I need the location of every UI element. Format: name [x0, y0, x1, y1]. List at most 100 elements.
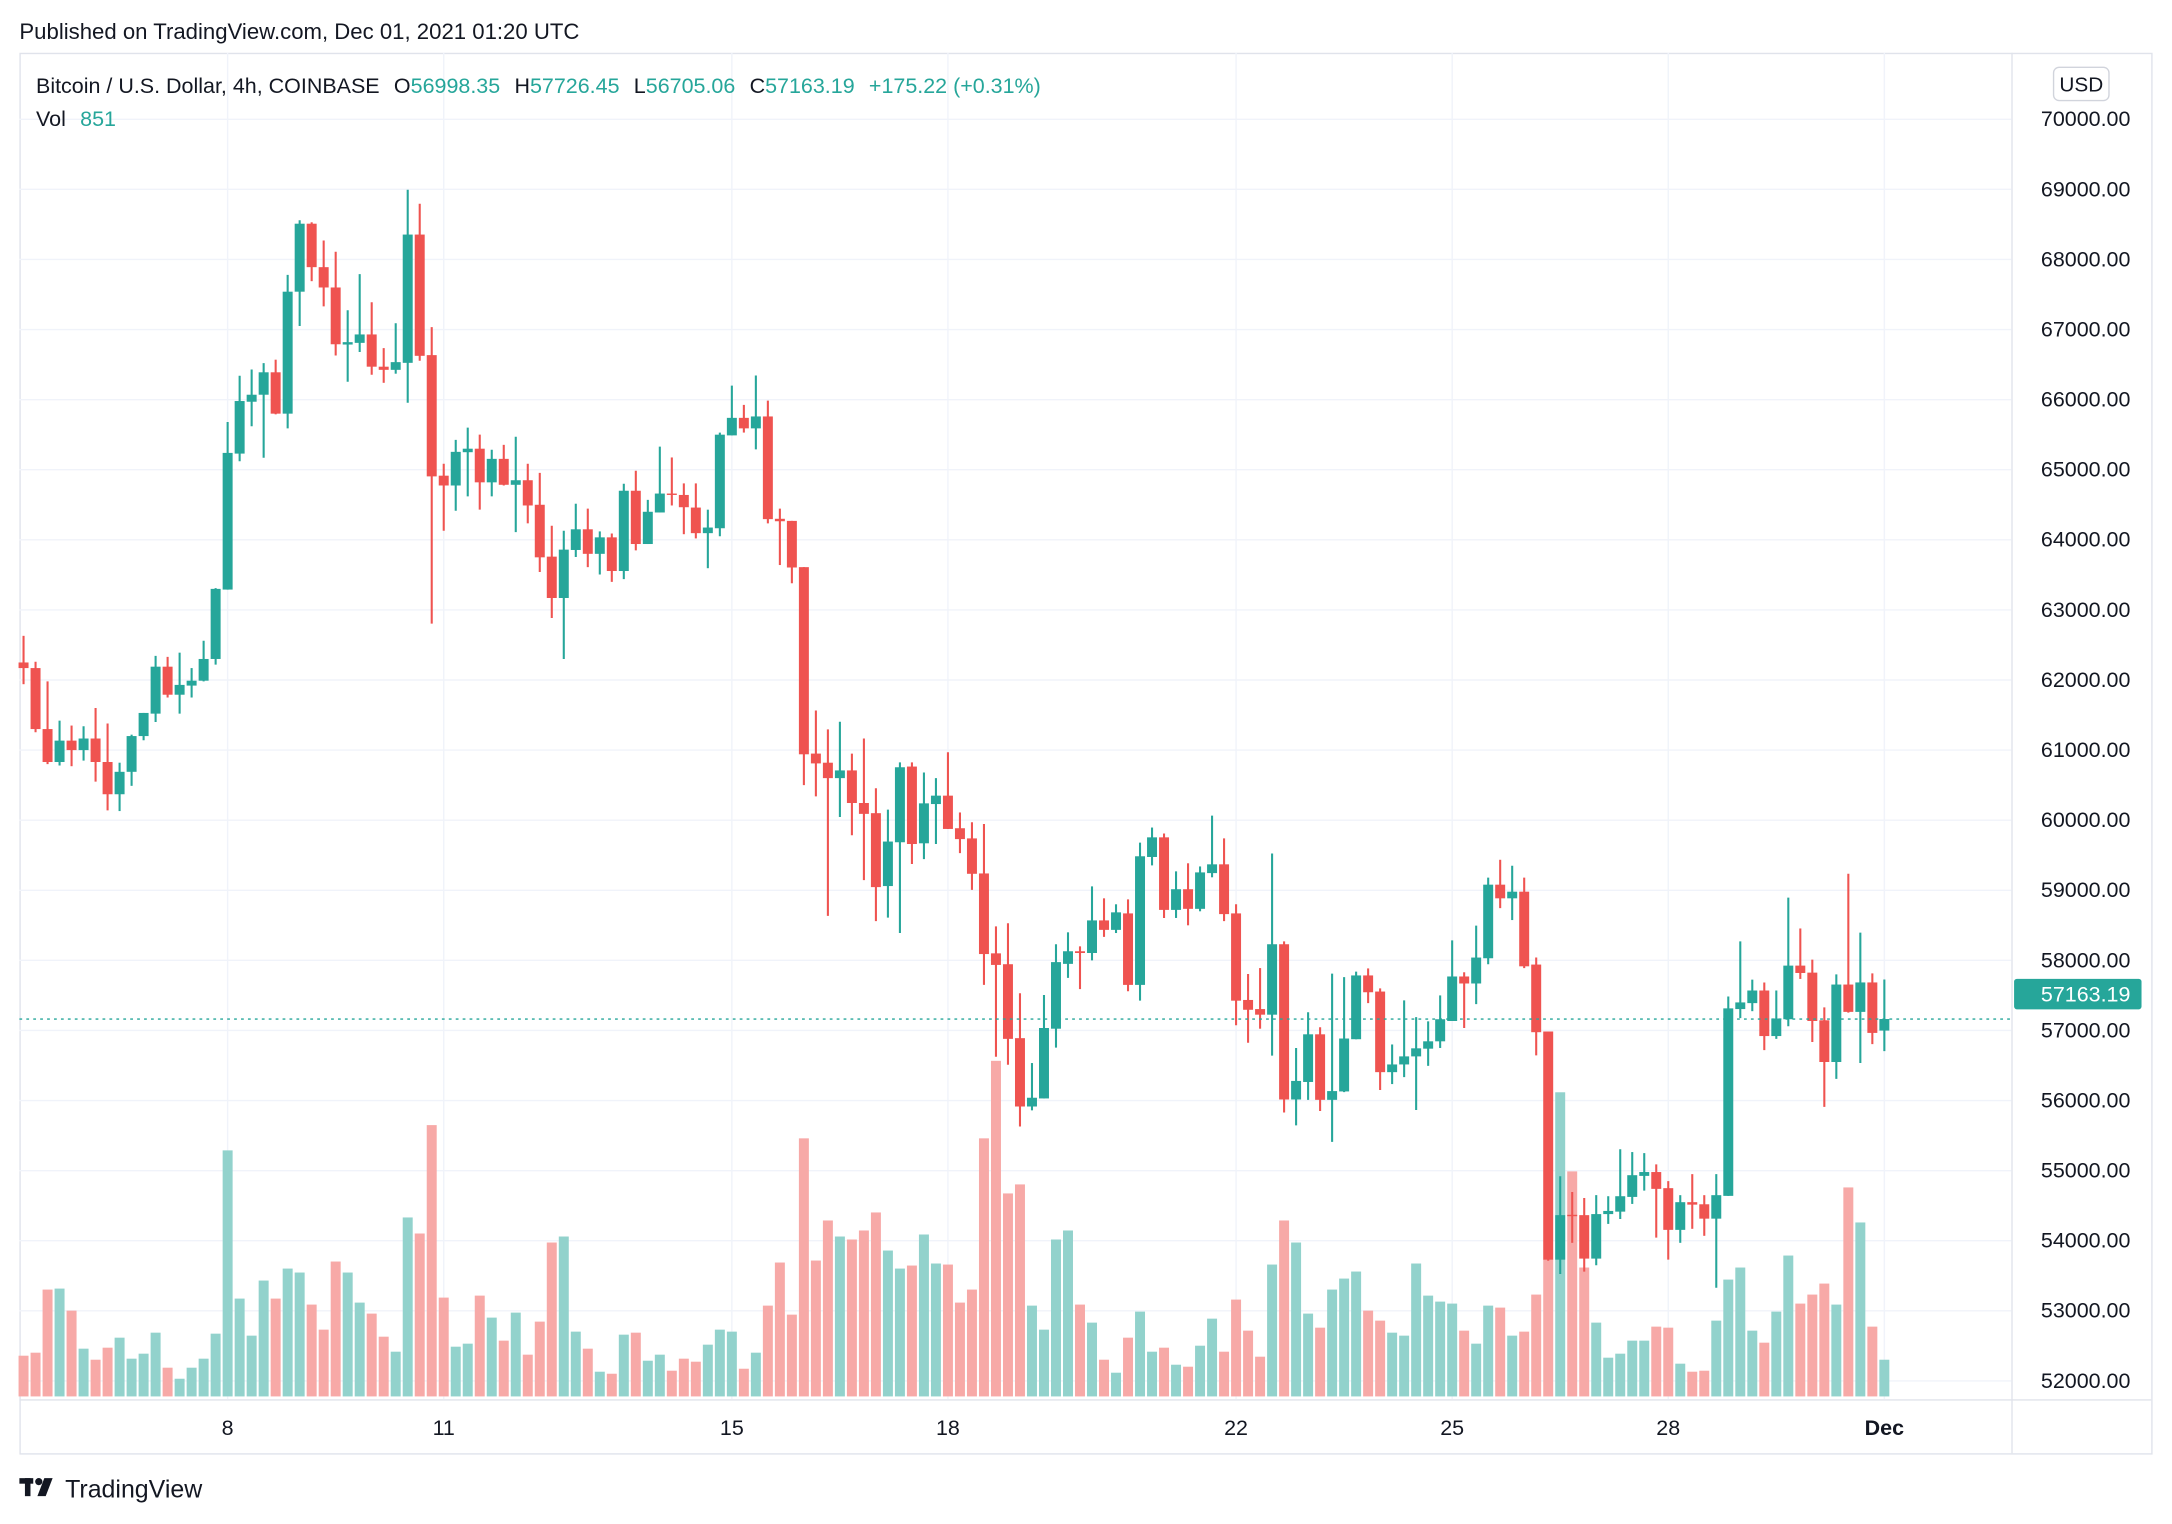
candle[interactable] [546, 525, 557, 618]
candle[interactable] [1315, 1027, 1326, 1112]
candle[interactable] [726, 385, 737, 436]
candle[interactable] [114, 762, 125, 812]
candle[interactable] [954, 812, 965, 854]
candle[interactable] [1735, 941, 1746, 1019]
candle[interactable] [54, 720, 65, 766]
candle[interactable] [198, 640, 209, 682]
candle[interactable] [1159, 833, 1170, 918]
candle[interactable] [1279, 941, 1290, 1113]
candle[interactable] [1843, 873, 1854, 1013]
candle[interactable] [738, 404, 749, 433]
candle[interactable] [1291, 1047, 1302, 1126]
candle[interactable] [1087, 886, 1097, 961]
candle[interactable] [870, 788, 881, 922]
candle[interactable] [1219, 838, 1230, 922]
candle[interactable] [342, 310, 353, 382]
candle[interactable] [1483, 877, 1494, 965]
candle[interactable] [1051, 944, 1061, 1048]
candle[interactable] [642, 499, 653, 545]
candle[interactable] [594, 531, 605, 575]
candle[interactable] [1627, 1152, 1638, 1204]
candle[interactable] [450, 439, 461, 511]
candle[interactable] [474, 434, 485, 510]
candle[interactable] [798, 567, 809, 786]
candle[interactable] [414, 203, 425, 361]
candle[interactable] [822, 729, 833, 916]
candle[interactable] [1831, 974, 1842, 1079]
candle[interactable] [762, 400, 773, 524]
candle[interactable] [1375, 988, 1386, 1091]
candle[interactable] [150, 655, 161, 723]
candle[interactable] [1819, 1007, 1830, 1107]
candle[interactable] [630, 470, 641, 551]
candle[interactable] [1615, 1149, 1626, 1219]
candle[interactable] [834, 721, 845, 818]
candle[interactable] [210, 588, 221, 665]
candle[interactable] [1471, 925, 1482, 1005]
candle[interactable] [486, 449, 497, 497]
candle[interactable] [1519, 877, 1530, 969]
candle[interactable] [714, 432, 725, 537]
price-axis[interactable]: 70000.00 69000.00 68000.00 67000.00 66000.00… [2041, 107, 2131, 1393]
currency-button[interactable]: USD [2052, 66, 2110, 102]
candle[interactable] [966, 822, 977, 890]
time-axis[interactable]: 8 11 15 18 22 25 28 Dec [222, 1416, 1904, 1440]
candle[interactable] [1038, 995, 1049, 1099]
candle[interactable] [1759, 982, 1770, 1051]
candle[interactable] [1411, 1017, 1422, 1111]
candle[interactable] [1867, 973, 1878, 1045]
candle[interactable] [1663, 1181, 1674, 1260]
candle[interactable] [318, 240, 329, 307]
candle[interactable] [1423, 1021, 1434, 1066]
candle[interactable] [462, 427, 473, 497]
candle[interactable] [1351, 971, 1362, 1040]
candle[interactable] [774, 508, 785, 566]
candle[interactable] [1879, 979, 1890, 1052]
candle[interactable] [42, 681, 53, 765]
candle[interactable] [1723, 996, 1734, 1196]
candle[interactable] [1531, 957, 1542, 1056]
candle[interactable] [1567, 1192, 1578, 1243]
currency-label[interactable]: USD [2059, 74, 2103, 97]
candle[interactable] [582, 508, 593, 568]
candle[interactable] [1026, 1063, 1037, 1111]
candle[interactable] [930, 778, 941, 845]
candle[interactable] [558, 530, 569, 659]
candle[interactable] [1591, 1195, 1602, 1266]
candle[interactable] [1243, 974, 1254, 1043]
candle[interactable] [102, 723, 113, 811]
candle[interactable] [1855, 932, 1866, 1064]
candle[interactable] [1123, 899, 1134, 992]
candle[interactable] [654, 446, 665, 513]
candle[interactable] [258, 363, 269, 458]
candle[interactable] [498, 444, 509, 486]
candle[interactable] [354, 274, 365, 352]
candle[interactable] [246, 369, 257, 427]
currency-button-box[interactable] [2052, 66, 2110, 102]
candle[interactable] [222, 422, 233, 590]
candle[interactable] [1099, 898, 1109, 937]
candle[interactable] [1135, 842, 1146, 1001]
candle[interactable] [1231, 904, 1242, 1026]
candle[interactable] [522, 463, 533, 524]
candle[interactable] [1543, 1031, 1554, 1261]
candle[interactable] [786, 520, 797, 584]
candle[interactable] [978, 824, 989, 985]
candle[interactable] [510, 436, 521, 533]
candle[interactable] [1327, 973, 1338, 1142]
candle[interactable] [1171, 871, 1182, 918]
candle[interactable] [1435, 995, 1446, 1048]
candle[interactable] [918, 772, 929, 860]
candle[interactable] [1111, 904, 1122, 934]
candle[interactable] [1711, 1174, 1722, 1288]
candle[interactable] [678, 483, 689, 535]
candle[interactable] [882, 809, 893, 918]
candle[interactable] [1002, 923, 1013, 1065]
candle[interactable] [1555, 1176, 1566, 1275]
candle[interactable] [942, 752, 953, 829]
candle[interactable] [306, 222, 317, 282]
candle[interactable] [1183, 863, 1194, 926]
candle[interactable] [858, 738, 869, 881]
candle[interactable] [666, 457, 677, 506]
candle[interactable] [30, 661, 41, 733]
